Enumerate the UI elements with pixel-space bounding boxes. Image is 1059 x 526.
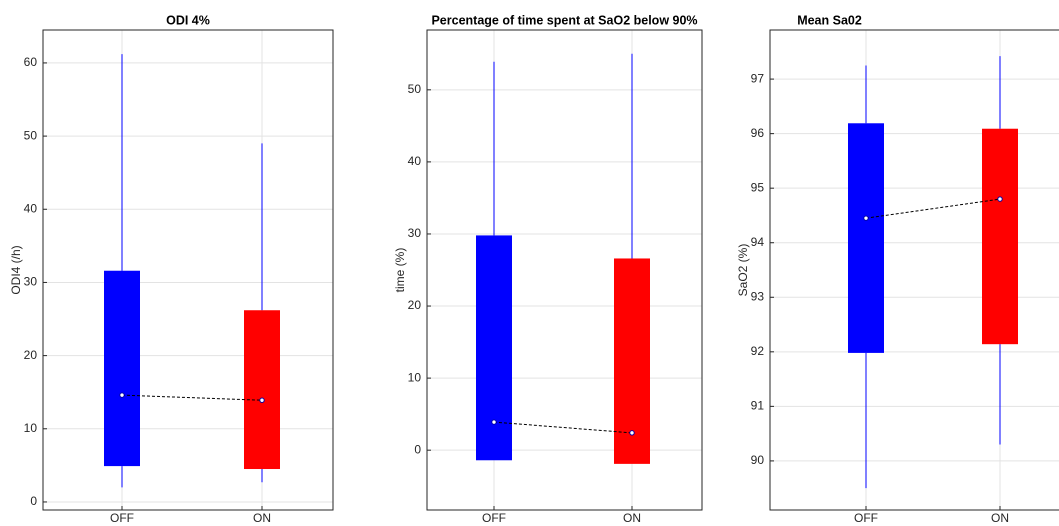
chart: 90 91 92 93 94 95 96 97 OFF ON Mean Sa02 SaO2 (%) bbox=[736, 13, 1059, 525]
median-connector bbox=[493, 421, 633, 434]
box bbox=[476, 235, 512, 461]
x-tick-label: OFF bbox=[110, 511, 134, 525]
axes-box bbox=[769, 29, 1059, 511]
chart: 0 10 20 30 40 50 60 OFF ON ODI 4% ODI4 (/h) bbox=[9, 13, 334, 525]
box bbox=[244, 310, 280, 470]
axes-box bbox=[42, 29, 334, 511]
y-axis-label: SaO2 (%) bbox=[736, 244, 750, 297]
y-tick-label: 91 bbox=[751, 399, 765, 413]
box bbox=[982, 128, 1018, 345]
y-tick-label: 10 bbox=[408, 370, 422, 384]
chart-title: Mean Sa02 bbox=[797, 13, 862, 27]
median-marker bbox=[629, 430, 635, 436]
median-marker bbox=[259, 397, 265, 403]
y-tick-label: 96 bbox=[751, 126, 765, 140]
y-tick-label: 50 bbox=[408, 82, 422, 96]
median-connector bbox=[865, 198, 1001, 219]
plot-area bbox=[427, 30, 702, 510]
median-connector bbox=[121, 394, 263, 401]
chart-title: ODI 4% bbox=[166, 13, 210, 27]
chart-title: Percentage of time spent at SaO2 below 9… bbox=[431, 13, 697, 27]
x-tick-label: ON bbox=[991, 511, 1009, 525]
y-tick-label: 60 bbox=[24, 55, 38, 69]
y-tick-label: 40 bbox=[24, 201, 38, 215]
y-tick-label: 30 bbox=[408, 226, 422, 240]
y-tick-label: 94 bbox=[751, 235, 765, 249]
y-axis-label: time (%) bbox=[393, 248, 407, 293]
box bbox=[848, 123, 884, 353]
x-tick-label: ON bbox=[253, 511, 271, 525]
y-axis-label: ODI4 (/h) bbox=[9, 245, 23, 294]
y-tick-label: 97 bbox=[751, 71, 765, 85]
y-tick-label: 0 bbox=[414, 442, 421, 456]
y-tick-label: 30 bbox=[24, 275, 38, 289]
box bbox=[104, 270, 140, 467]
median-marker bbox=[491, 419, 497, 425]
box bbox=[614, 258, 650, 464]
y-tick-label: 90 bbox=[751, 453, 765, 467]
plot-area bbox=[43, 30, 333, 510]
axes-box bbox=[426, 29, 703, 511]
y-tick-label: 50 bbox=[24, 128, 38, 142]
median-marker bbox=[119, 392, 125, 398]
x-tick-label: OFF bbox=[482, 511, 506, 525]
y-tick-label: 20 bbox=[408, 298, 422, 312]
y-tick-label: 95 bbox=[751, 180, 765, 194]
chart: 0 10 20 30 40 50 OFF ON Percentage of time spent… bbox=[393, 13, 703, 525]
y-tick-label: 93 bbox=[751, 289, 765, 303]
x-tick-label: ON bbox=[623, 511, 641, 525]
x-tick-label: OFF bbox=[854, 511, 878, 525]
y-tick-label: 40 bbox=[408, 154, 422, 168]
y-tick-label: 20 bbox=[24, 348, 38, 362]
y-tick-label: 92 bbox=[751, 344, 765, 358]
y-tick-label: 0 bbox=[30, 494, 37, 508]
median-marker bbox=[863, 215, 869, 221]
median-marker bbox=[997, 196, 1003, 202]
y-tick-label: 10 bbox=[24, 421, 38, 435]
